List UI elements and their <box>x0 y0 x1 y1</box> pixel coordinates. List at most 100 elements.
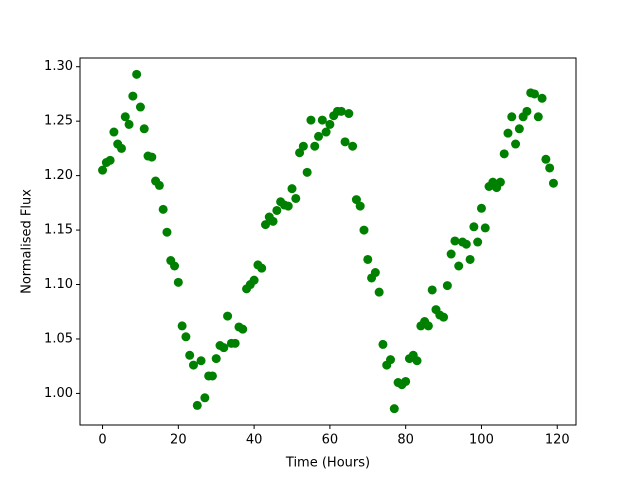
point <box>336 106 346 116</box>
point <box>257 263 267 273</box>
point <box>192 400 202 410</box>
point <box>344 109 354 119</box>
point <box>450 236 460 246</box>
point <box>132 69 142 79</box>
x-tick-label: 120 <box>545 433 570 448</box>
point <box>314 131 324 141</box>
point <box>495 177 505 187</box>
point <box>196 356 206 366</box>
point <box>317 115 327 125</box>
point <box>268 216 278 226</box>
y-tick-label: 1.00 <box>44 386 73 401</box>
y-tick-label: 1.05 <box>44 331 73 346</box>
point <box>105 155 115 165</box>
point <box>530 89 540 99</box>
point <box>503 128 513 138</box>
point <box>219 343 229 353</box>
point <box>378 339 388 349</box>
point <box>359 225 369 235</box>
point <box>469 222 479 232</box>
point <box>461 239 471 249</box>
point <box>173 277 183 287</box>
point <box>306 115 316 125</box>
point <box>238 324 248 334</box>
y-axis-label: Normalised Flux <box>20 189 35 294</box>
point <box>454 261 464 271</box>
point <box>386 355 396 365</box>
point <box>473 237 483 247</box>
point <box>310 141 320 151</box>
point <box>389 404 399 414</box>
point <box>185 350 195 360</box>
point <box>442 281 452 291</box>
point <box>548 178 558 188</box>
point <box>181 332 191 342</box>
x-tick-label: 80 <box>397 433 414 448</box>
point <box>109 127 119 137</box>
point <box>325 119 335 129</box>
y-tick-label: 1.20 <box>44 168 73 183</box>
point <box>207 371 217 381</box>
point <box>507 112 517 122</box>
point <box>363 254 373 264</box>
point <box>200 393 210 403</box>
point <box>272 205 282 215</box>
point <box>139 124 149 134</box>
point <box>423 321 433 331</box>
y-tick-label: 1.30 <box>44 59 73 74</box>
point <box>154 180 164 190</box>
point <box>211 354 221 364</box>
point <box>401 376 411 386</box>
point <box>465 254 475 264</box>
point <box>158 204 168 214</box>
point <box>260 220 270 230</box>
point <box>439 312 449 322</box>
point <box>298 141 308 151</box>
point <box>147 152 157 162</box>
point <box>135 102 145 112</box>
x-axis-label: Time (Hours) <box>285 456 370 471</box>
point <box>302 167 312 177</box>
point <box>355 201 365 211</box>
point <box>230 338 240 348</box>
x-tick-label: 40 <box>246 433 263 448</box>
x-tick-label: 20 <box>170 433 187 448</box>
point <box>427 285 437 295</box>
plot-frame <box>79 57 577 426</box>
point <box>545 163 555 173</box>
y-tick-label: 1.10 <box>44 277 73 292</box>
point <box>374 287 384 297</box>
point <box>128 91 138 101</box>
x-tick-label: 0 <box>98 433 106 448</box>
point <box>480 223 490 233</box>
y-tick-label: 1.25 <box>44 114 73 129</box>
point <box>177 321 187 331</box>
point <box>116 143 126 153</box>
point <box>162 227 172 237</box>
x-tick-label: 60 <box>322 433 339 448</box>
point <box>541 154 551 164</box>
point <box>295 148 305 158</box>
point <box>446 249 456 259</box>
point <box>522 106 532 116</box>
point <box>98 165 108 175</box>
point <box>291 193 301 203</box>
point <box>514 124 524 134</box>
point <box>537 93 547 103</box>
point <box>370 268 380 278</box>
point <box>340 137 350 147</box>
point <box>223 311 233 321</box>
point <box>321 127 331 137</box>
x-tick-label: 100 <box>469 433 494 448</box>
y-tick-label: 1.15 <box>44 223 73 238</box>
point <box>287 184 297 194</box>
point <box>476 203 486 213</box>
point <box>348 141 358 151</box>
point <box>188 360 198 370</box>
point <box>120 112 130 122</box>
point <box>249 275 259 285</box>
point <box>499 149 509 159</box>
point <box>170 261 180 271</box>
point <box>283 201 293 211</box>
